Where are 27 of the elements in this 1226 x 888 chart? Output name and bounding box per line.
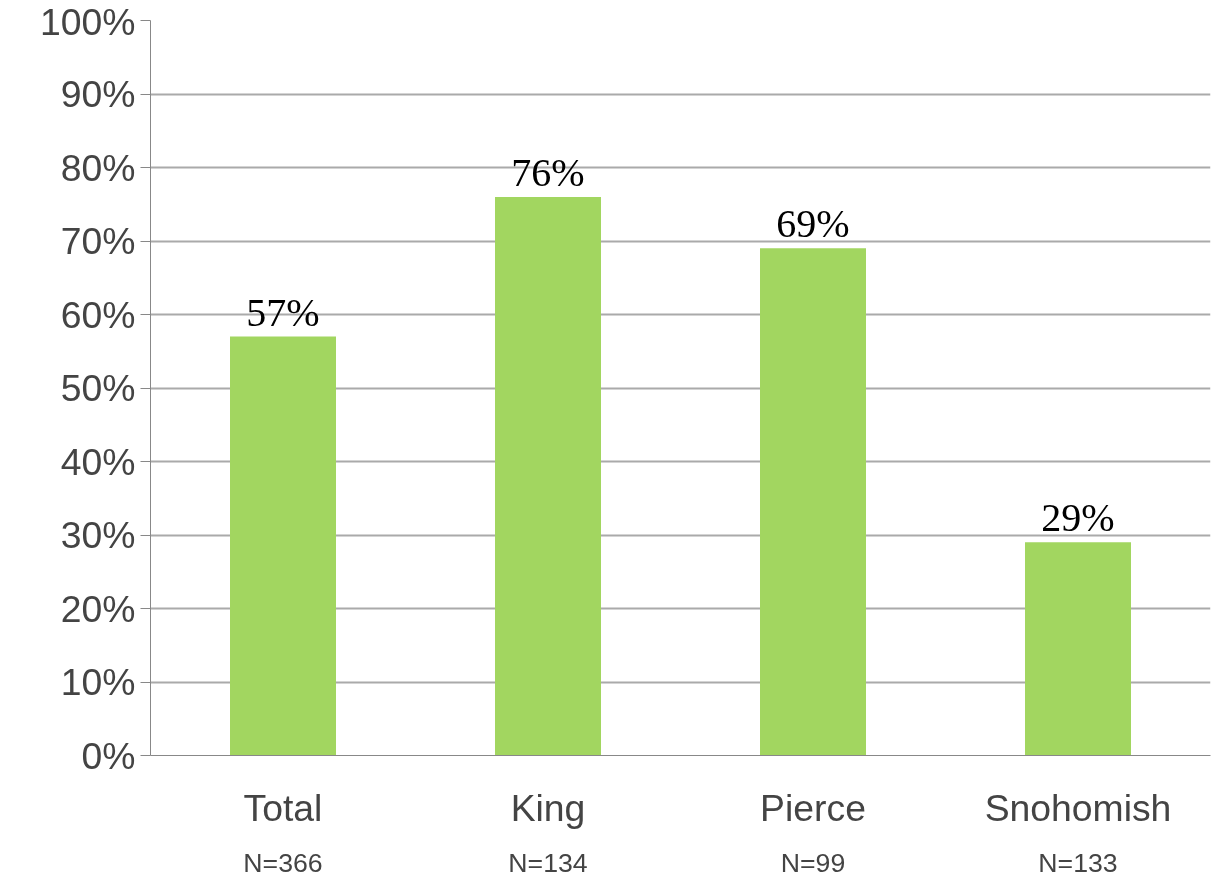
bar <box>230 336 336 756</box>
y-tick-label: 70% <box>60 220 136 262</box>
data-label: 69% <box>776 201 850 247</box>
y-tick-label: 40% <box>60 440 136 483</box>
y-tick-label: 0% <box>81 734 136 777</box>
bar <box>495 196 601 756</box>
data-label: 76% <box>511 149 585 195</box>
x-tick-label: King <box>510 786 586 829</box>
text: N=99 <box>780 847 846 878</box>
bar <box>1025 542 1131 756</box>
text: N=366 <box>243 847 323 878</box>
data-label: 57% <box>246 289 320 335</box>
y-tick-label: 30% <box>60 514 136 556</box>
text: N=134 <box>508 847 588 878</box>
bar <box>760 248 866 756</box>
y-tick-label: 80% <box>60 146 136 189</box>
data-label: 29% <box>1041 495 1115 541</box>
y-tick-label: 20% <box>60 587 136 630</box>
y-tick-label: 90% <box>60 73 136 115</box>
y-tick-label: 100% <box>40 0 136 43</box>
x-tick-label: Snohomish <box>984 786 1172 829</box>
y-tick-label: 60% <box>60 293 136 336</box>
x-tick-label: Total <box>243 786 323 829</box>
text: N=133 <box>1038 847 1118 878</box>
x-tick-label: Pierce <box>760 786 866 829</box>
y-tick-label: 50% <box>60 367 136 409</box>
y-tick-label: 10% <box>60 661 136 703</box>
